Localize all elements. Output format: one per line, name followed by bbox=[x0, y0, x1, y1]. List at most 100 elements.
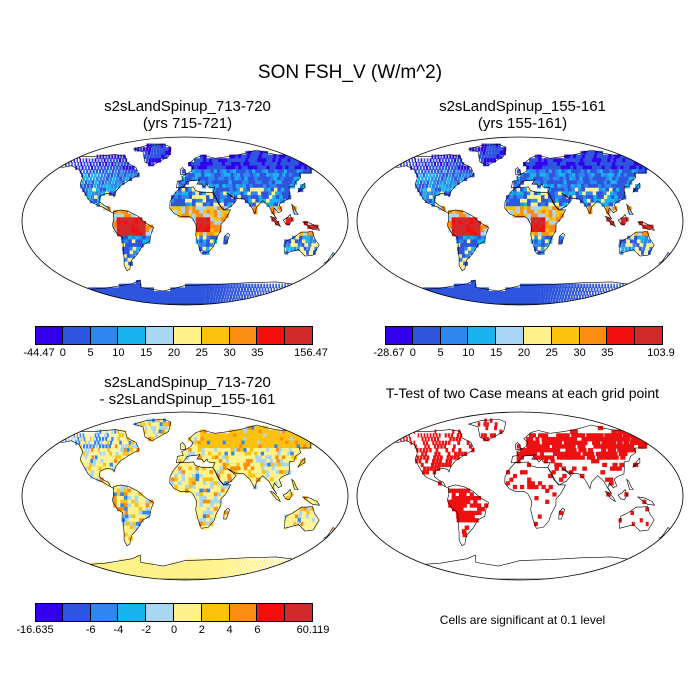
land-field bbox=[385, 143, 672, 305]
coastline bbox=[636, 496, 656, 506]
colorbar-tick-label: 20 bbox=[517, 347, 531, 359]
colorbar-tick-label: 60.119 bbox=[296, 624, 330, 636]
coastline bbox=[504, 186, 567, 254]
coastline bbox=[297, 182, 306, 193]
colorbar-swatch bbox=[118, 326, 147, 345]
land-field bbox=[50, 143, 337, 305]
coastline bbox=[558, 507, 565, 520]
coastline bbox=[626, 478, 634, 490]
colorbar-swatch bbox=[440, 326, 469, 345]
colorbar-swatch bbox=[551, 326, 580, 345]
panel-1-title-line2: (yrs 715-721) bbox=[142, 115, 233, 132]
colorbar-tick-label: 5 bbox=[437, 347, 444, 359]
colorbar-tick-label: 10 bbox=[462, 347, 475, 359]
panel-3-title-line1: s2sLandSpinup_713-720 bbox=[104, 374, 271, 391]
coastline bbox=[269, 215, 281, 228]
coastline bbox=[223, 507, 230, 520]
colorbar-swatch bbox=[62, 326, 91, 345]
colorbar-tick-label: 0 bbox=[59, 347, 66, 359]
coastline bbox=[617, 488, 628, 501]
colorbar-swatch bbox=[118, 603, 147, 622]
coastline bbox=[467, 144, 507, 167]
panel-1-title-line1: s2sLandSpinup_713-720 bbox=[104, 98, 271, 115]
coastline bbox=[111, 484, 154, 547]
panel-2-title: s2sLandSpinup_155-161 (yrs 155-161) bbox=[355, 98, 690, 132]
coastline bbox=[636, 221, 656, 231]
land-field bbox=[385, 418, 672, 580]
colorbar-swatch bbox=[90, 603, 119, 622]
coastline bbox=[132, 144, 172, 167]
coastline bbox=[617, 213, 628, 226]
colorbar-swatch bbox=[62, 603, 91, 622]
map-panel-3 bbox=[21, 411, 349, 581]
colorbar-tick-label: 30 bbox=[223, 347, 236, 359]
coastline bbox=[284, 505, 320, 532]
map-frame bbox=[21, 411, 349, 581]
colorbar-swatch bbox=[607, 326, 636, 345]
coastline bbox=[511, 149, 658, 220]
colorbar-swatch bbox=[257, 326, 286, 345]
colorbar-tick-label: 103.9 bbox=[647, 347, 675, 359]
colorbar-tick-label: 6 bbox=[254, 624, 261, 636]
colorbar-swatch bbox=[257, 603, 286, 622]
coastline bbox=[169, 186, 232, 254]
coastline bbox=[291, 203, 299, 215]
coastline bbox=[284, 230, 320, 257]
colorbar-swatch bbox=[524, 326, 552, 345]
coastline bbox=[282, 213, 293, 226]
colorbar-tick-label: -6 bbox=[85, 624, 96, 636]
map-frame bbox=[356, 411, 684, 581]
coastline bbox=[604, 215, 616, 228]
colorbar-3: -16.635 -6 -4 -2 0 2 4 6 60.119 bbox=[16, 603, 329, 643]
coastline bbox=[291, 478, 299, 490]
colorbar-tick-label: 5 bbox=[87, 347, 94, 359]
colorbar-tick-label: 156.47 bbox=[294, 347, 328, 359]
coastline bbox=[301, 221, 321, 231]
coastline bbox=[514, 167, 522, 176]
coastline bbox=[632, 182, 641, 193]
coastline bbox=[179, 442, 187, 451]
coastline bbox=[111, 209, 154, 272]
colorbar-tick-label: 15 bbox=[140, 347, 153, 359]
coastline bbox=[632, 457, 641, 468]
colorbar-tick-label: -4 bbox=[113, 624, 124, 636]
coastline bbox=[467, 419, 507, 442]
colorbar-swatch bbox=[385, 326, 413, 345]
colorbar-swatch bbox=[496, 326, 524, 345]
coastline bbox=[223, 232, 230, 245]
colorbar-swatch bbox=[35, 326, 63, 345]
panel-3-title-line2: - s2sLandSpinup_155-161 bbox=[99, 391, 276, 408]
panel-1-title: s2sLandSpinup_713-720 (yrs 715-721) bbox=[20, 98, 355, 132]
colorbar-tick-label: 15 bbox=[490, 347, 503, 359]
coastline bbox=[446, 209, 489, 272]
colorbar-tick-label: 4 bbox=[226, 624, 233, 636]
colorbar-swatch bbox=[285, 603, 313, 622]
colorbar-tick-label: 0 bbox=[409, 347, 416, 359]
map-frame bbox=[21, 136, 349, 306]
coastline bbox=[55, 429, 140, 489]
colorbar-swatch bbox=[468, 326, 497, 345]
significance-note: Cells are significant at 0.1 level bbox=[439, 613, 606, 627]
colorbar-tick-label: 35 bbox=[601, 347, 614, 359]
coastline bbox=[132, 419, 172, 442]
coastline bbox=[390, 429, 475, 489]
colorbar-swatch bbox=[201, 326, 230, 345]
colorbar-tick-label: 0 bbox=[170, 624, 178, 636]
coastline bbox=[179, 167, 187, 176]
coastline bbox=[297, 457, 306, 468]
coastline bbox=[176, 424, 323, 495]
coastline bbox=[269, 490, 281, 503]
coastline bbox=[604, 490, 616, 503]
coastline bbox=[504, 461, 567, 529]
map-frame bbox=[356, 136, 684, 306]
colorbar-swatch bbox=[201, 603, 230, 622]
colorbar-swatch bbox=[579, 326, 608, 345]
colorbar-tick-label: 25 bbox=[195, 347, 208, 359]
map-panel-1 bbox=[21, 136, 349, 306]
colorbar-tick-label: -2 bbox=[141, 624, 152, 636]
colorbar-swatch bbox=[412, 326, 441, 345]
colorbar-1: -44.47 0 5 10 15 20 25 30 35 156.47 bbox=[23, 326, 328, 366]
coastline bbox=[619, 505, 655, 532]
colorbar-tick-label: 30 bbox=[573, 347, 586, 359]
colorbar-swatch bbox=[146, 326, 174, 345]
